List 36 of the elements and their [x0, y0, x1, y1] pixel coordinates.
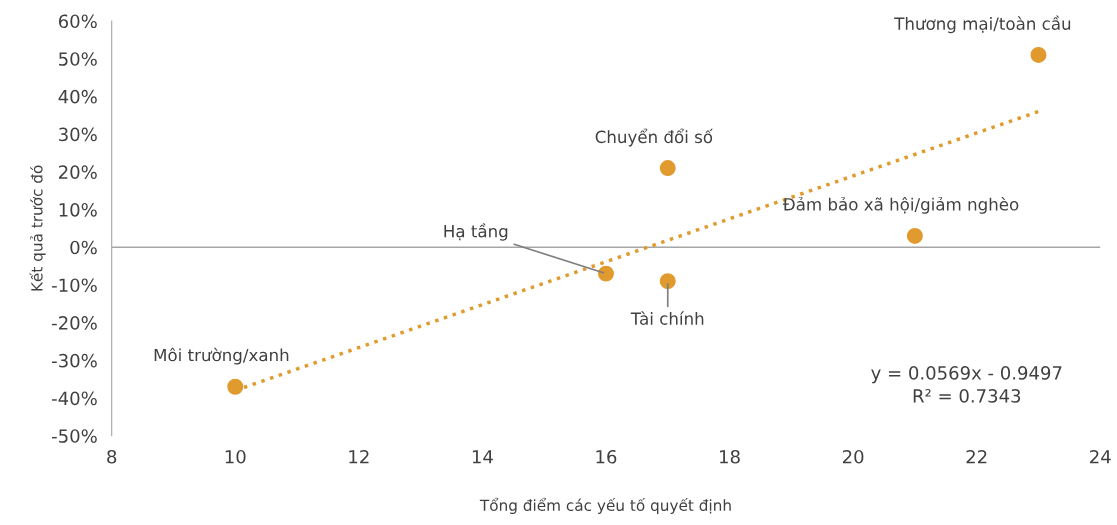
x-axis-title: Tổng điểm các yếu tố quyết định — [479, 497, 731, 514]
x-tick-label: 16 — [596, 449, 617, 464]
x-tick-label: 12 — [349, 449, 369, 464]
y-tick-label: -10% — [52, 278, 97, 293]
y-tick-label: 20% — [59, 165, 97, 179]
y-tick-label: 10% — [59, 202, 97, 217]
annotation: Chuyển đổi số — [595, 128, 713, 147]
annotation: Môi trường/xanh — [154, 347, 289, 365]
annotation: Hạ tầng — [444, 223, 508, 241]
x-tick-label: 10 — [225, 449, 246, 464]
point — [659, 273, 676, 290]
y-tick-label: 0% — [70, 240, 97, 255]
x-tick-label: 14 — [472, 450, 493, 464]
point — [659, 160, 676, 177]
x-tick-label: 22 — [966, 449, 987, 464]
point — [227, 378, 244, 395]
y-tick-label: 40% — [58, 89, 97, 104]
y-tick-label: -50% — [52, 429, 97, 443]
annotation: Tài chính — [630, 311, 704, 325]
y-tick-label: -20% — [52, 316, 97, 330]
annotation: y = 0.0569x - 0.9497 R² = 0.7343 — [871, 366, 1062, 403]
x-tick-label: 18 — [720, 449, 740, 464]
point — [597, 265, 614, 282]
annotation: Thương mại/toàn cầu — [894, 15, 1071, 34]
x-tick-label: 20 — [842, 449, 864, 464]
annotation: Đảm bảo xã hội/giảm nghèo — [782, 196, 1019, 214]
y-tick-label: 50% — [59, 52, 97, 66]
y-tick-label: 30% — [59, 127, 97, 142]
point — [1030, 46, 1047, 63]
point — [906, 227, 923, 244]
y-tick-label: 60% — [58, 14, 97, 29]
y-tick-label: -40% — [52, 391, 97, 406]
x-tick-label: 24 — [1090, 449, 1111, 464]
y-axis-title: Kết quả trước đó — [29, 165, 46, 291]
y-tick-label: -30% — [52, 353, 97, 368]
x-tick-label: 8 — [107, 449, 117, 464]
